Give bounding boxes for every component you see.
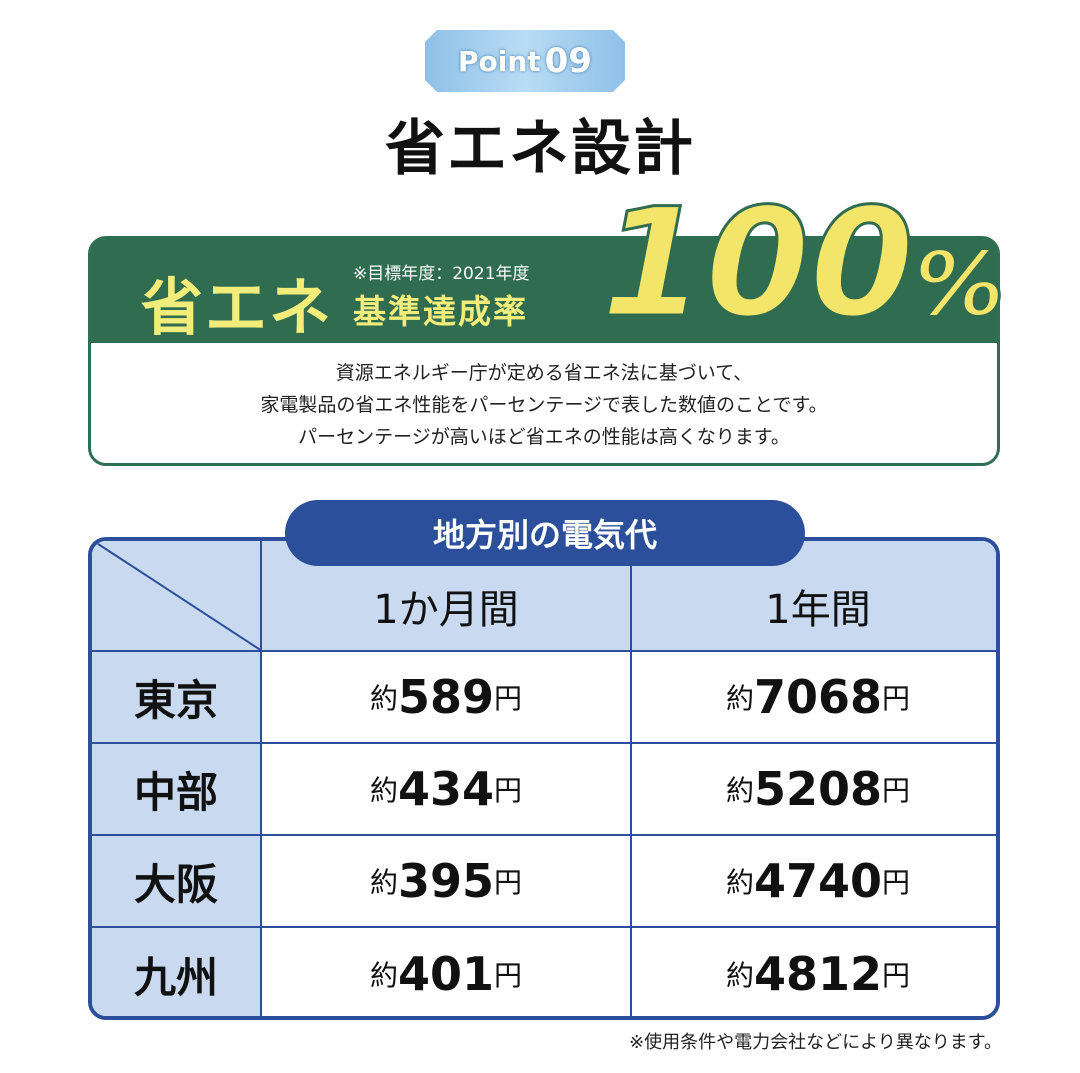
- achievement-rate: 100%: [599, 188, 1006, 341]
- rate-value: 100: [599, 177, 915, 351]
- yearly-cost-cell: 約 5208 円: [632, 744, 996, 836]
- row-header-region: 東京: [92, 652, 262, 744]
- yearly-cost-value: 4812: [753, 947, 883, 1001]
- row-header-region: 中部: [92, 744, 262, 836]
- yen-unit: 円: [494, 682, 523, 715]
- badge-number: 09: [544, 41, 592, 81]
- approx-prefix: 約: [369, 959, 398, 992]
- approx-prefix: 約: [725, 682, 754, 715]
- yen-unit: 円: [882, 959, 911, 992]
- monthly-cost-cell: 約 434 円: [262, 744, 632, 836]
- yen-unit: 円: [494, 774, 523, 807]
- banner-sublabel: 基準達成率: [353, 292, 528, 331]
- energy-banner: 省エネ ※目標年度：2021年度 基準達成率 100% 資源エネルギー庁が定める…: [88, 188, 1006, 466]
- yen-unit: 円: [494, 959, 523, 992]
- row-header-region: 九州: [92, 928, 262, 1016]
- banner-header: [91, 239, 997, 343]
- yen-unit: 円: [882, 774, 911, 807]
- electricity-cost-table: 1か月間 1年間 東京 約 589 円 約 7068 円中部 約 434 円 約 5208 円大…: [88, 537, 1000, 1020]
- yearly-cost-value: 7068: [753, 670, 883, 724]
- banner-description: 資源エネルギー庁が定める省エネ法に基づいて、 家電製品の省エネ性能をパーセンテー…: [91, 357, 997, 453]
- description-line: 資源エネルギー庁が定める省エネ法に基づいて、: [335, 362, 753, 384]
- yearly-cost-cell: 約 7068 円: [632, 652, 996, 744]
- banner-label: 省エネ: [141, 271, 334, 344]
- monthly-cost-value: 434: [397, 762, 495, 816]
- yen-unit: 円: [882, 866, 911, 899]
- monthly-cost-value: 395: [397, 854, 495, 908]
- description-line: 家電製品の省エネ性能をパーセンテージで表した数値のことです。: [260, 394, 828, 416]
- page-title: 省エネ設計: [385, 114, 695, 184]
- table-title: 地方別の電気代: [285, 500, 805, 566]
- point-badge: Point 09: [425, 30, 625, 92]
- approx-prefix: 約: [725, 774, 754, 807]
- yearly-cost-cell: 約 4740 円: [632, 836, 996, 928]
- approx-prefix: 約: [725, 959, 754, 992]
- diagonal-line: [92, 541, 260, 651]
- monthly-cost-value: 589: [397, 670, 495, 724]
- yen-unit: 円: [494, 866, 523, 899]
- approx-prefix: 約: [369, 682, 398, 715]
- banner-note: ※目標年度：2021年度: [353, 264, 530, 284]
- yearly-cost-value: 4740: [753, 854, 883, 908]
- yearly-cost-value: 5208: [753, 762, 883, 816]
- monthly-cost-cell: 約 401 円: [262, 928, 632, 1016]
- footnote: ※使用条件や電力会社などにより異なります。: [629, 1032, 1002, 1053]
- rate-unit: %: [913, 232, 1006, 337]
- description-line: パーセンテージが高いほど省エネの性能は高くなります。: [298, 426, 790, 448]
- corner-cell: [92, 541, 262, 652]
- approx-prefix: 約: [369, 866, 398, 899]
- yearly-cost-cell: 約 4812 円: [632, 928, 996, 1016]
- approx-prefix: 約: [725, 866, 754, 899]
- monthly-cost-value: 401: [397, 947, 495, 1001]
- monthly-cost-cell: 約 395 円: [262, 836, 632, 928]
- badge-prefix: Point: [457, 44, 541, 78]
- yen-unit: 円: [882, 682, 911, 715]
- approx-prefix: 約: [369, 774, 398, 807]
- row-header-region: 大阪: [92, 836, 262, 928]
- monthly-cost-cell: 約 589 円: [262, 652, 632, 744]
